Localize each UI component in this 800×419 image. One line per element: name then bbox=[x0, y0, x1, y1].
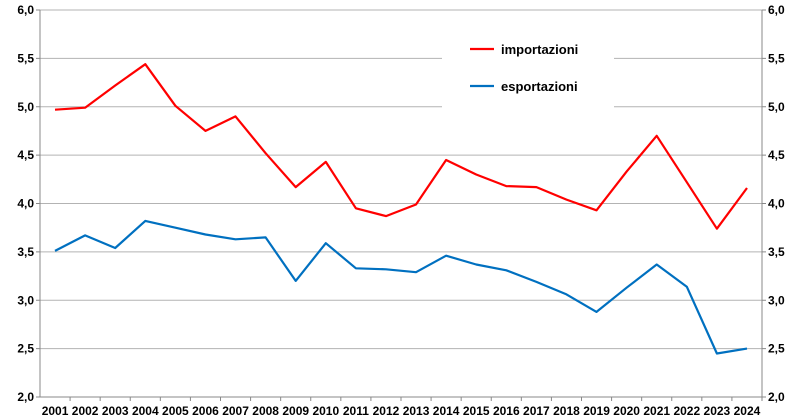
x-tick-label: 2016 bbox=[493, 404, 520, 418]
right-y-tick-label: 4,5 bbox=[768, 148, 785, 162]
left-y-tick-label: 4,5 bbox=[17, 148, 34, 162]
x-tick-label: 2011 bbox=[343, 404, 369, 418]
x-tick-label: 2003 bbox=[102, 404, 129, 418]
x-tick-label: 2021 bbox=[643, 404, 670, 418]
legend-background bbox=[442, 22, 614, 112]
left-y-tick-label: 3,0 bbox=[17, 293, 34, 307]
x-tick-label: 2019 bbox=[583, 404, 610, 418]
right-y-tick-labels: 2,0 2,5 3,0 3,5 4,0 4,5 5,0 5,5 6,0 bbox=[768, 3, 785, 404]
legend: importazioni esportazioni bbox=[442, 22, 614, 112]
x-tick-label: 2005 bbox=[162, 404, 189, 418]
x-tick-label: 2007 bbox=[222, 404, 249, 418]
x-tick-label: 2004 bbox=[132, 404, 159, 418]
x-tick-label: 2012 bbox=[373, 404, 400, 418]
left-y-tick-label: 2,5 bbox=[17, 342, 34, 356]
right-y-tick-label: 5,5 bbox=[768, 51, 785, 65]
left-y-tick-label: 3,5 bbox=[17, 245, 34, 259]
right-y-tick-label: 6,0 bbox=[768, 3, 785, 17]
right-y-tick-label: 3,0 bbox=[768, 293, 785, 307]
right-y-tick-label: 2,5 bbox=[768, 342, 785, 356]
legend-label-esportazioni: esportazioni bbox=[501, 79, 578, 94]
series-line-esportazioni bbox=[54, 219, 748, 355]
x-tick-label: 2001 bbox=[42, 404, 69, 418]
x-tick-label: 2018 bbox=[553, 404, 580, 418]
x-tick-label: 2015 bbox=[463, 404, 490, 418]
right-y-tick-label: 5,0 bbox=[768, 100, 785, 114]
legend-label-importazioni: importazioni bbox=[501, 42, 578, 57]
x-tick-label: 2013 bbox=[403, 404, 430, 418]
left-y-tick-label: 5,5 bbox=[17, 51, 34, 65]
x-tick-label: 2010 bbox=[312, 404, 339, 418]
series-lines bbox=[54, 63, 748, 355]
left-y-tick-label: 2,0 bbox=[17, 390, 34, 404]
x-tick-label: 2009 bbox=[282, 404, 309, 418]
series-line-importazioni bbox=[54, 63, 748, 230]
left-y-tick-label: 5,0 bbox=[17, 100, 34, 114]
x-tick-label: 2006 bbox=[192, 404, 219, 418]
left-y-tick-label: 6,0 bbox=[17, 3, 34, 17]
right-y-tick-label: 3,5 bbox=[768, 245, 785, 259]
x-tick-labels: 2001 2002 2003 2004 2005 2006 2007 2008 2009 2010… bbox=[42, 404, 761, 418]
x-tick-label: 2014 bbox=[433, 404, 460, 418]
axes bbox=[39, 10, 763, 398]
x-tick-label: 2002 bbox=[72, 404, 99, 418]
right-y-tick-label: 2,0 bbox=[768, 390, 785, 404]
x-tick-label: 2023 bbox=[704, 404, 731, 418]
x-tick-label: 2024 bbox=[734, 404, 761, 418]
left-y-tick-label: 4,0 bbox=[17, 197, 34, 211]
x-tick-label: 2020 bbox=[613, 404, 640, 418]
left-y-tick-labels: 2,0 2,5 3,0 3,5 4,0 4,5 5,0 5,5 6,0 bbox=[17, 3, 34, 404]
x-tick-label: 2017 bbox=[523, 404, 550, 418]
x-tick-label: 2022 bbox=[673, 404, 700, 418]
right-y-tick-label: 4,0 bbox=[768, 197, 785, 211]
x-tick-label: 2008 bbox=[252, 404, 279, 418]
gridlines bbox=[36, 9, 766, 401]
